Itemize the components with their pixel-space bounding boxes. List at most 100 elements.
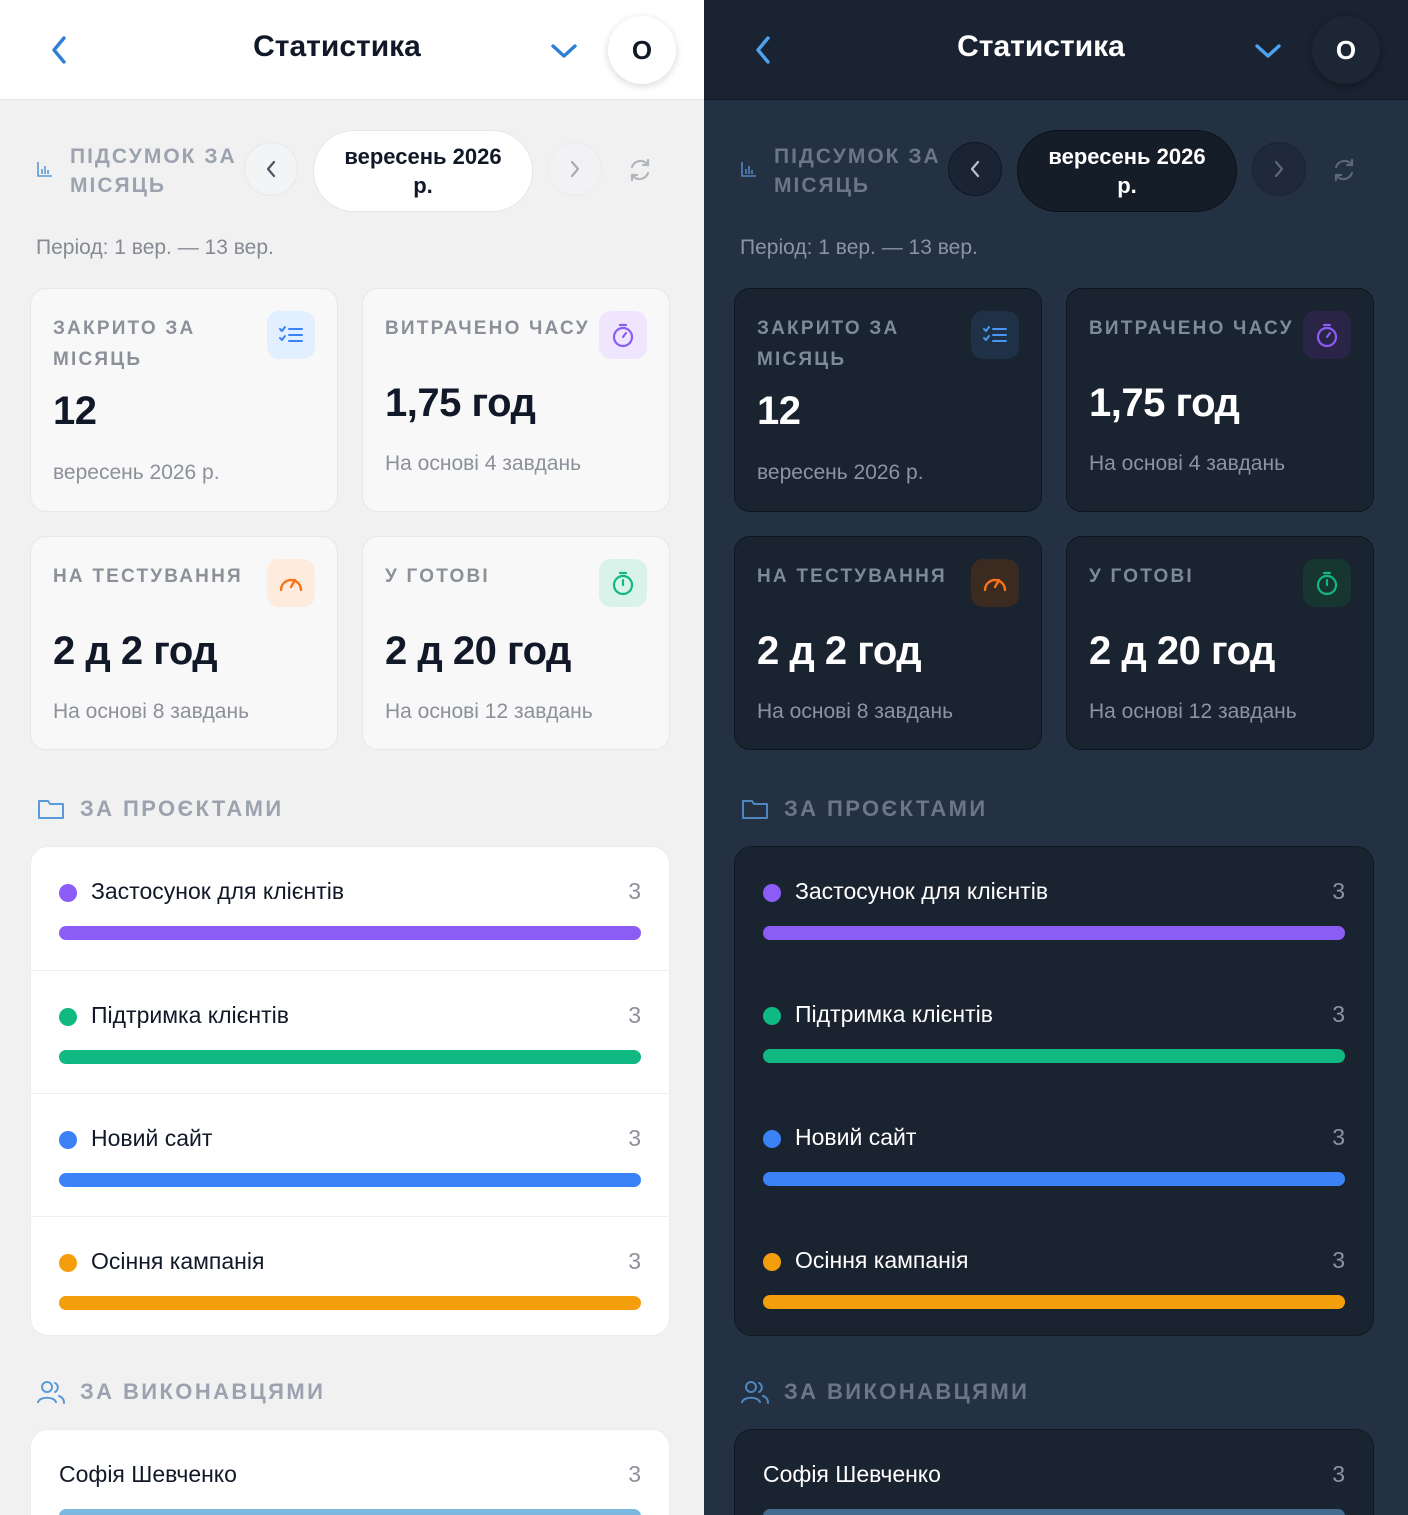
card-label: ЗАКРИТО ЗА МІСЯЦЬ — [757, 318, 900, 370]
progress-fill — [59, 1050, 641, 1064]
project-color-dot — [763, 884, 781, 902]
period-text: Період: 1 вер. — 13 вер. — [36, 236, 274, 259]
next-month-button[interactable] — [1252, 142, 1306, 196]
list-item[interactable]: Застосунок для клієнтів 3 — [31, 847, 669, 970]
progress-fill — [59, 1173, 641, 1187]
back-button[interactable] — [44, 32, 74, 68]
project-color-dot — [763, 1007, 781, 1025]
checklist-icon — [971, 311, 1019, 359]
projects-section-header: ЗА ПРОЄКТАМИ — [36, 796, 284, 822]
progress-bar — [59, 1509, 641, 1515]
avatar[interactable]: O — [608, 16, 676, 84]
progress-bar — [763, 926, 1345, 940]
card-subtext: На основі 4 завдань — [1089, 452, 1286, 475]
refresh-icon[interactable] — [1330, 156, 1358, 184]
summary-row: ПІДСУМОК ЗА МІСЯЦЬ вересень 2026 р. — [740, 128, 1380, 212]
period-text: Період: 1 вер. — 13 вер. — [740, 236, 978, 259]
list-item[interactable]: Підтримка клієнтів 3 — [735, 970, 1373, 1093]
page-title: Статистика — [957, 30, 1125, 63]
chevron-right-icon — [1274, 160, 1284, 178]
executor-count: 3 — [1332, 1461, 1345, 1487]
project-name: Новий сайт — [795, 1124, 917, 1150]
project-color-dot — [59, 1254, 77, 1272]
previous-month-button[interactable] — [244, 142, 298, 196]
title-dropdown-button[interactable] — [546, 36, 582, 66]
project-color-dot — [59, 1131, 77, 1149]
list-item[interactable]: Застосунок для клієнтів 3 — [735, 847, 1373, 970]
project-color-dot — [763, 1130, 781, 1148]
refresh-icon[interactable] — [626, 156, 654, 184]
chevron-left-icon — [970, 160, 980, 178]
next-month-button[interactable] — [548, 142, 602, 196]
month-selector[interactable]: вересень 2026 р. — [313, 130, 533, 212]
list-item[interactable]: Підтримка клієнтів 3 — [31, 970, 669, 1093]
folder-icon — [36, 796, 66, 822]
card-label: ЗАКРИТО ЗА МІСЯЦЬ — [53, 318, 196, 370]
card-subtext: На основі 8 завдань — [53, 700, 250, 723]
progress-bar — [763, 1172, 1345, 1186]
project-count: 3 — [628, 1002, 641, 1028]
card-value: 12 — [757, 389, 801, 433]
list-item[interactable]: Софія Шевченко 3 — [31, 1430, 669, 1515]
stat-card-testing: НА ТЕСТУВАННЯ 2 д 2 год На основі 8 завд… — [30, 536, 338, 750]
stat-card-closed: ЗАКРИТО ЗА МІСЯЦЬ 12 вересень 2026 р. — [734, 288, 1042, 512]
card-value: 2 д 20 год — [1089, 629, 1275, 673]
chevron-left-icon — [756, 36, 770, 64]
projects-list: Застосунок для клієнтів 3 Підтримка кліє… — [30, 846, 670, 1336]
section-title: ЗА ВИКОНАВЦЯМИ — [784, 1379, 1030, 1404]
list-item[interactable]: Софія Шевченко 3 — [735, 1430, 1373, 1515]
progress-bar — [763, 1509, 1345, 1515]
project-color-dot — [59, 884, 77, 902]
project-name: Підтримка клієнтів — [795, 1001, 993, 1027]
month-selector[interactable]: вересень 2026 р. — [1017, 130, 1237, 212]
avatar[interactable]: O — [1312, 16, 1380, 84]
back-button[interactable] — [748, 32, 778, 68]
card-subtext: На основі 12 завдань — [385, 700, 593, 723]
section-title: ЗА ВИКОНАВЦЯМИ — [80, 1379, 326, 1404]
stopwatch-icon — [1303, 311, 1351, 359]
projects-section-header: ЗА ПРОЄКТАМИ — [740, 796, 988, 822]
project-name: Новий сайт — [91, 1125, 213, 1151]
progress-fill — [59, 926, 641, 940]
list-item[interactable]: Новий сайт 3 — [31, 1093, 669, 1216]
progress-fill — [763, 1295, 1345, 1309]
progress-bar — [763, 1049, 1345, 1063]
card-label: ВИТРАЧЕНО ЧАСУ — [385, 318, 590, 339]
progress-bar — [59, 926, 641, 940]
chevron-down-icon — [551, 44, 577, 58]
list-item[interactable]: Осіння кампанія 3 — [31, 1216, 669, 1335]
executor-name: Софія Шевченко — [763, 1461, 941, 1487]
timer-icon — [599, 559, 647, 607]
bar-chart-icon — [37, 162, 52, 177]
project-color-dot — [59, 1008, 77, 1026]
progress-fill — [763, 1172, 1345, 1186]
statistics-screen-light: Статистика O ПІДСУМОК ЗА МІСЯЦЬ вересень… — [0, 0, 704, 1515]
list-item[interactable]: Новий сайт 3 — [735, 1093, 1373, 1216]
card-value: 2 д 20 год — [385, 629, 571, 673]
card-subtext: На основі 8 завдань — [757, 700, 954, 723]
stat-card-done: У ГОТОВІ 2 д 20 год На основі 12 завдань — [1066, 536, 1374, 750]
project-name: Застосунок для клієнтів — [795, 878, 1049, 904]
progress-fill — [763, 1509, 1345, 1515]
top-bar: Статистика O — [0, 0, 704, 100]
section-title: ЗА ПРОЄКТАМИ — [80, 796, 284, 821]
page-title: Статистика — [253, 30, 421, 63]
project-name: Осіння кампанія — [795, 1247, 969, 1273]
project-count: 3 — [1332, 878, 1345, 904]
progress-bar — [59, 1050, 641, 1064]
chevron-down-icon — [1255, 44, 1281, 58]
project-count: 3 — [628, 1125, 641, 1151]
list-item[interactable]: Осіння кампанія 3 — [735, 1216, 1373, 1335]
stat-card-testing: НА ТЕСТУВАННЯ 2 д 2 год На основі 8 завд… — [734, 536, 1042, 750]
title-dropdown-button[interactable] — [1250, 36, 1286, 66]
users-icon — [740, 1379, 770, 1405]
card-subtext: На основі 12 завдань — [1089, 700, 1297, 723]
project-name: Підтримка клієнтів — [91, 1002, 289, 1028]
project-count: 3 — [628, 878, 641, 904]
summary-row: ПІДСУМОК ЗА МІСЯЦЬ вересень 2026 р. — [36, 128, 676, 212]
previous-month-button[interactable] — [948, 142, 1002, 196]
progress-bar — [763, 1295, 1345, 1309]
progress-fill — [59, 1296, 641, 1310]
card-value: 2 д 2 год — [757, 629, 922, 673]
